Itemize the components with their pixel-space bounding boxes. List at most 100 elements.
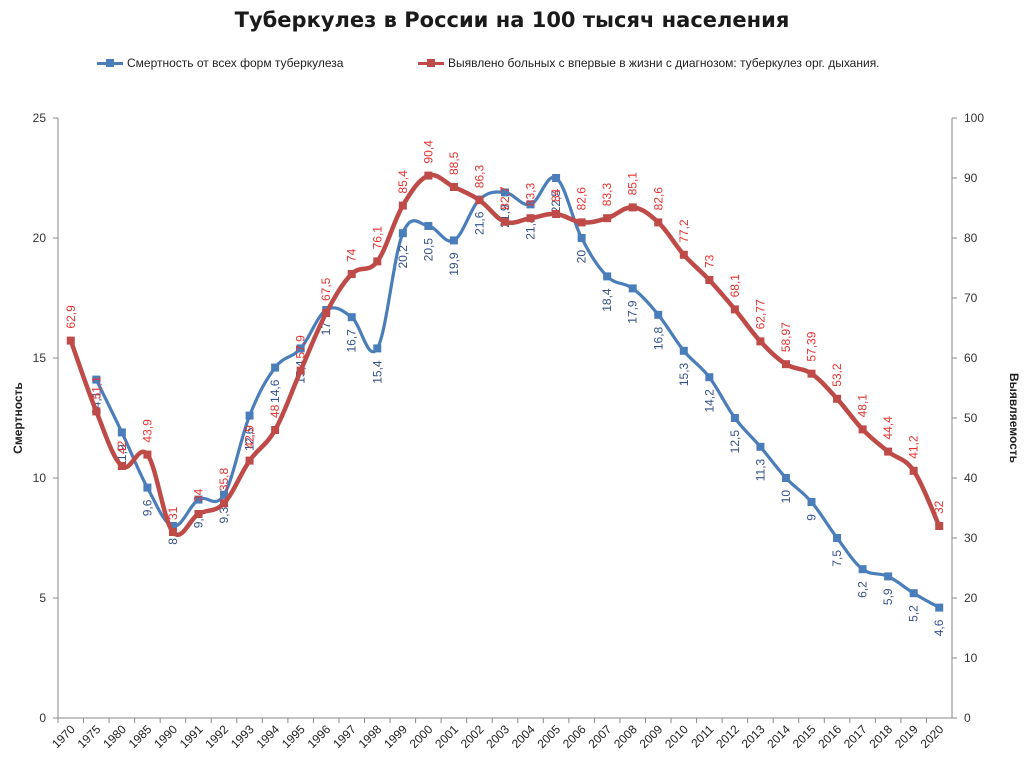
data-point-detection (526, 214, 535, 223)
data-label-detection: 51,1 (89, 376, 103, 400)
data-label-mortality: 8 (166, 538, 180, 545)
data-point-mortality (501, 188, 509, 197)
data-point-mortality (781, 474, 790, 482)
data-point-mortality (347, 313, 356, 322)
x-tick-label: 2008 (611, 722, 640, 751)
left-tick-label: 15 (33, 351, 47, 365)
right-tick-label: 70 (964, 291, 978, 305)
legend-item-mortality: Смертность от всех форм туберкулеза (97, 56, 343, 70)
x-tick-label: 2004 (509, 722, 538, 751)
data-point-detection (705, 276, 714, 284)
x-tick-label: 2010 (662, 722, 691, 751)
data-label-mortality: 14,6 (268, 379, 282, 403)
right-tick-label: 30 (964, 531, 978, 545)
left-axis-title: Смертность (11, 382, 25, 454)
x-tick-label: 2017 (841, 722, 870, 751)
data-point-detection (884, 447, 893, 456)
data-point-detection (194, 510, 203, 518)
data-point-detection (628, 203, 637, 212)
right-tick-label: 80 (964, 231, 978, 245)
data-label-detection: 57,9 (294, 335, 308, 359)
data-label-detection: 44,4 (881, 416, 895, 440)
data-label-mortality: 7,5 (830, 550, 844, 567)
x-tick-label: 2005 (534, 722, 563, 751)
x-tick-label: 1985 (126, 722, 155, 751)
x-tick-label: 1995 (279, 722, 308, 751)
x-tick-label: 2003 (483, 722, 512, 751)
data-point-mortality (935, 603, 944, 612)
right-tick-label: 50 (964, 411, 978, 425)
data-point-detection (271, 426, 280, 434)
left-tick-label: 5 (39, 591, 46, 605)
data-label-detection: 57,39 (805, 331, 819, 361)
data-label-detection: 90,4 (421, 140, 435, 164)
right-tick-label: 20 (964, 591, 978, 605)
x-tick-label: 1994 (253, 722, 282, 751)
x-tick-label: 1991 (177, 722, 206, 751)
data-point-detection (143, 450, 152, 459)
data-point-detection (781, 360, 790, 369)
data-label-detection: 82,6 (651, 187, 665, 211)
x-tick-label: 2019 (892, 722, 921, 751)
x-tick-label: 1996 (305, 722, 334, 751)
data-label-mortality: 17,9 (626, 300, 640, 324)
x-tick-label: 1980 (100, 722, 129, 751)
data-label-mortality: 20 (575, 250, 589, 264)
data-label-mortality: 22,5 (549, 190, 563, 214)
data-label-detection: 88,5 (447, 151, 461, 175)
data-point-mortality (271, 363, 280, 372)
data-point-detection (603, 214, 612, 223)
x-tick-label: 2020 (918, 722, 947, 751)
data-point-mortality (858, 565, 867, 574)
x-tick-label: 2016 (815, 722, 844, 751)
data-point-mortality (807, 498, 816, 506)
data-point-mortality (730, 414, 739, 422)
data-point-mortality (220, 490, 229, 499)
data-point-mortality (194, 495, 203, 504)
data-label-detection: 42 (115, 440, 129, 454)
left-tick-label: 10 (33, 471, 47, 485)
data-point-mortality (373, 344, 382, 353)
data-label-mortality: 18,4 (600, 288, 614, 312)
data-label-detection: 32 (932, 500, 946, 514)
right-axis-title: Выявляемость (1007, 373, 1021, 463)
data-label-detection: 85,1 (626, 172, 640, 196)
data-point-detection (168, 528, 177, 536)
data-label-detection: 62,77 (753, 299, 767, 329)
data-point-detection (730, 305, 739, 314)
data-label-mortality: 6,2 (856, 581, 870, 598)
data-label-mortality: 16,8 (651, 326, 665, 350)
data-point-detection (501, 217, 509, 226)
x-tick-label: 1997 (330, 722, 359, 751)
legend-item-detection: Выявлено больных с впервые в жизни с диа… (418, 56, 880, 70)
data-label-detection: 84 (549, 188, 563, 202)
x-tick-label: 2009 (637, 722, 666, 751)
data-label-mortality: 15,4 (370, 360, 384, 384)
data-label-detection: 42,9 (243, 425, 257, 449)
data-label-detection: 34 (191, 488, 205, 502)
data-point-mortality (526, 200, 535, 209)
data-point-mortality (424, 222, 433, 230)
data-point-detection (373, 257, 382, 266)
data-point-detection (398, 201, 407, 210)
right-tick-label: 0 (964, 711, 971, 725)
data-point-mortality (552, 174, 561, 182)
right-tick-label: 90 (964, 171, 978, 185)
data-label-detection: 83,3 (524, 183, 538, 207)
data-label-detection: 58,97 (779, 322, 793, 352)
left-tick-label: 0 (39, 711, 46, 725)
data-point-mortality (756, 442, 765, 451)
data-label-detection: 82,7 (498, 186, 512, 210)
x-tick-label: 1990 (151, 722, 180, 751)
data-label-detection: 73 (702, 254, 716, 268)
data-label-mortality: 12,6 (243, 427, 257, 451)
data-point-detection (577, 218, 586, 227)
data-point-mortality (833, 534, 842, 542)
data-point-mortality (398, 229, 407, 238)
data-point-mortality (143, 483, 152, 492)
data-label-mortality: 19,9 (447, 252, 461, 276)
data-label-mortality: 16,7 (345, 329, 359, 353)
data-label-mortality: 20,5 (421, 238, 435, 262)
